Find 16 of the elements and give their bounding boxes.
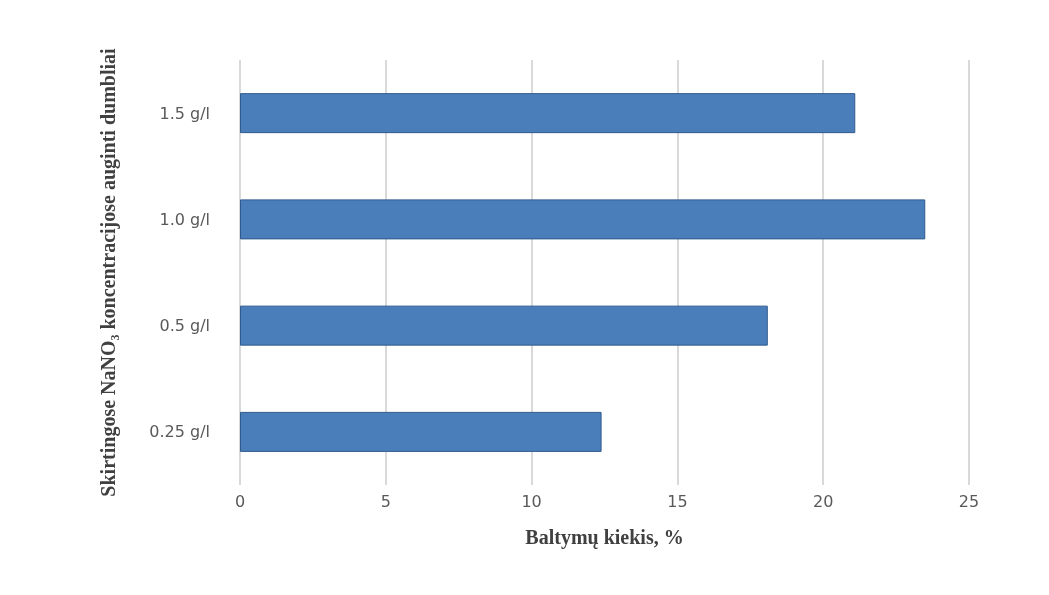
bar bbox=[240, 199, 926, 240]
y-tick-label: 1.5 g/l bbox=[159, 103, 210, 123]
x-tick-label: 25 bbox=[958, 491, 980, 511]
y-tick-label: 0.5 g/l bbox=[159, 316, 210, 336]
y-tick-label: 1.0 g/l bbox=[159, 209, 210, 229]
bar bbox=[240, 411, 602, 452]
x-tick-label: 0 bbox=[234, 491, 246, 511]
y-axis-title: Skirtingose NaNO₃ koncentracijose auginti dumbliai bbox=[97, 47, 120, 497]
x-tick-label: 10 bbox=[521, 491, 542, 511]
x-axis-title: Baltymų kiekis, % bbox=[525, 526, 684, 549]
bar bbox=[240, 305, 768, 346]
x-tick-label: 5 bbox=[380, 491, 391, 511]
y-tick-label: 0.25 g/l bbox=[149, 422, 210, 442]
bar bbox=[240, 93, 856, 134]
x-tick-label: 15 bbox=[667, 491, 688, 511]
x-tick-label: 20 bbox=[813, 491, 834, 511]
